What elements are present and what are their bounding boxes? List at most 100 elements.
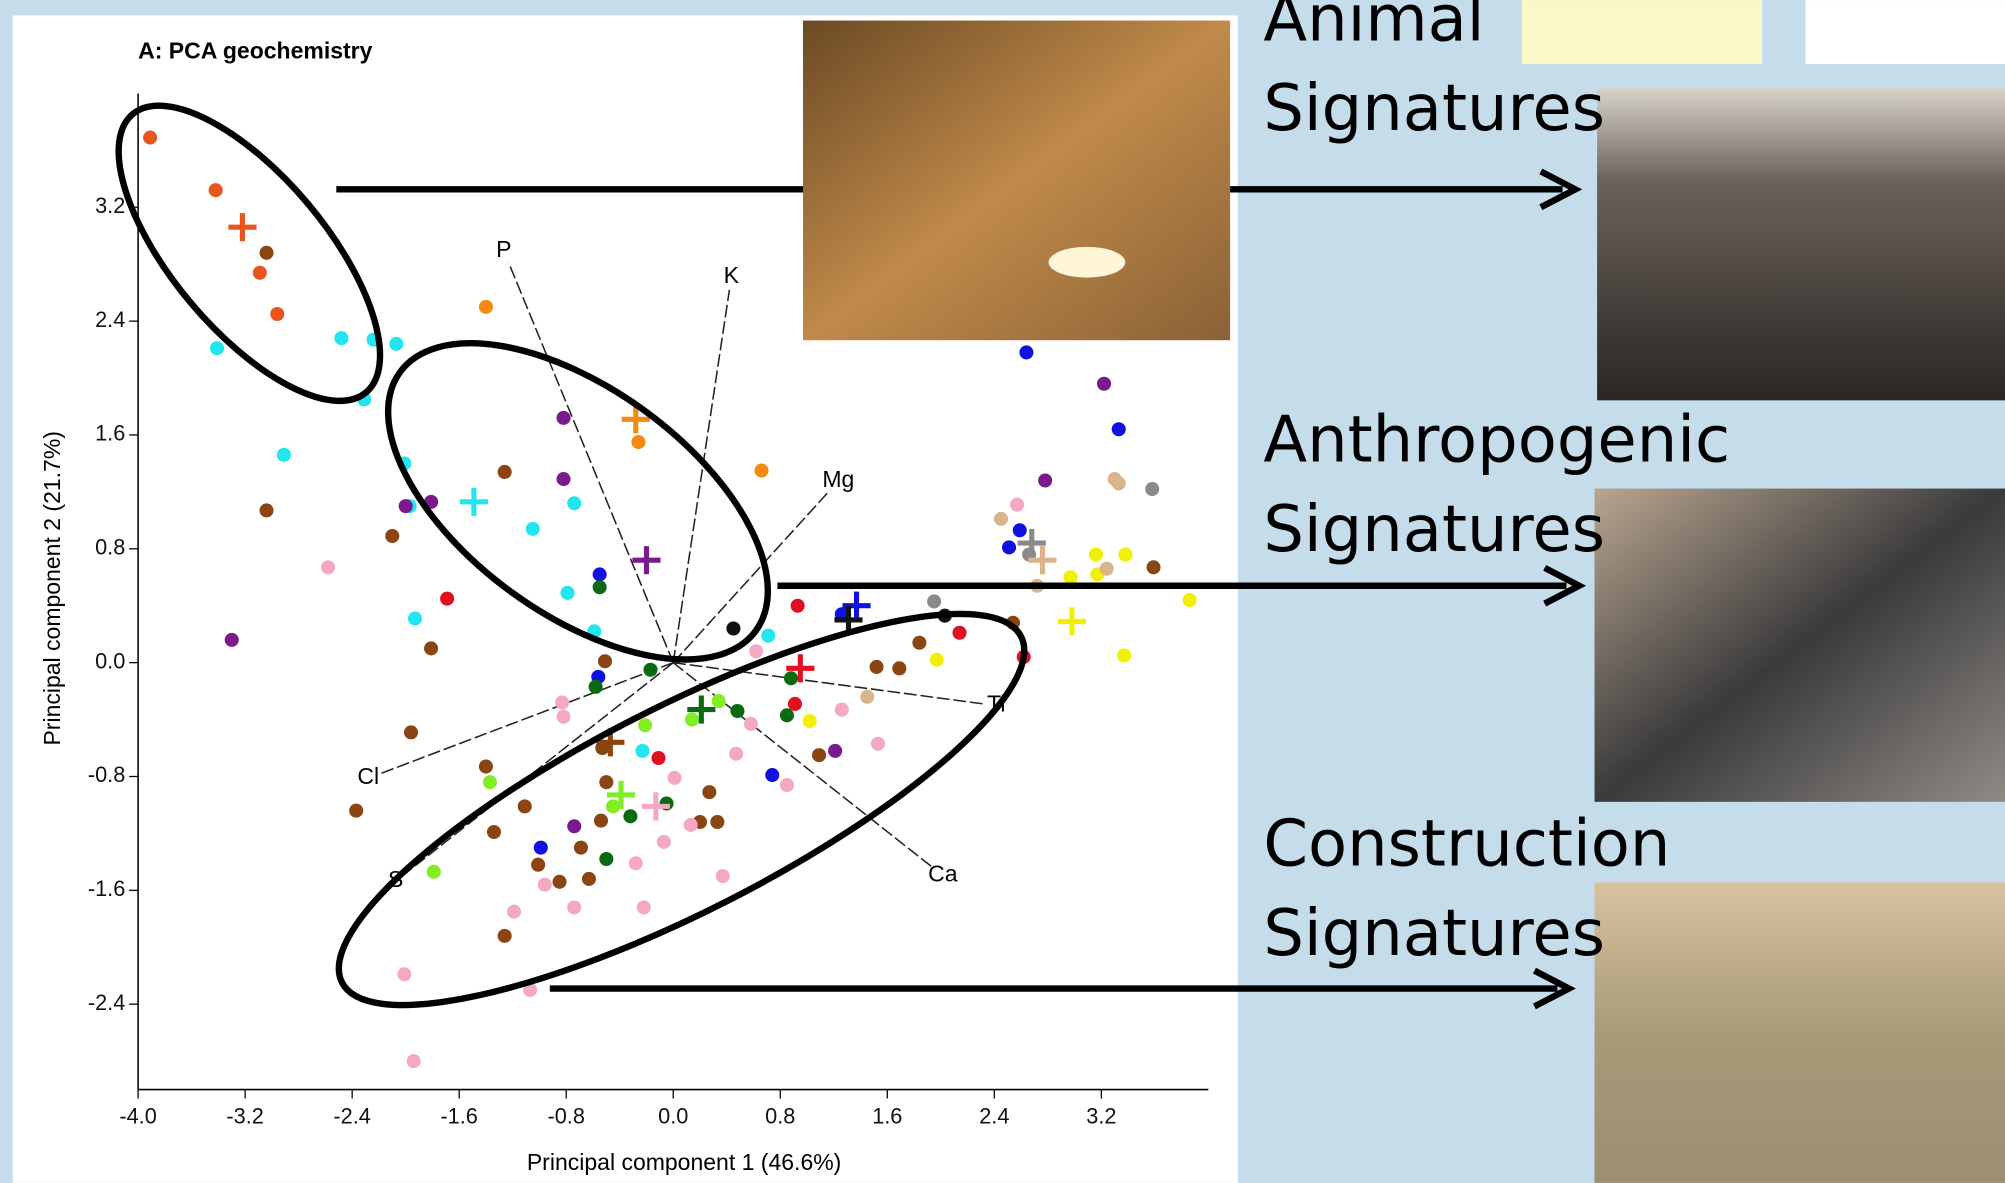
point — [567, 900, 581, 914]
point — [561, 586, 575, 600]
y-tick-label: -1.6 — [88, 876, 125, 901]
point — [556, 710, 570, 724]
point — [1118, 547, 1132, 561]
point — [259, 246, 273, 260]
point — [507, 905, 521, 919]
point — [424, 641, 438, 655]
point — [1002, 540, 1016, 554]
x-tick-label: -4.0 — [119, 1103, 156, 1128]
loading-label: P — [496, 236, 511, 262]
point — [657, 835, 671, 849]
panel-label: Signatures — [1263, 72, 1605, 146]
panel-label: Construction — [1263, 807, 1670, 881]
point — [780, 778, 794, 792]
point — [589, 680, 603, 694]
loading-label: Ca — [928, 861, 958, 887]
point — [574, 841, 588, 855]
point — [593, 567, 607, 581]
point — [1019, 345, 1033, 359]
point — [729, 747, 743, 761]
x-tick-label: 2.4 — [979, 1103, 1009, 1128]
point — [407, 1054, 421, 1068]
point — [643, 663, 657, 677]
point — [712, 694, 726, 708]
point — [389, 337, 403, 351]
point — [427, 865, 441, 879]
point — [209, 183, 223, 197]
point — [1100, 562, 1114, 576]
panel-label: Signatures — [1263, 897, 1605, 971]
panel-label: Anthropogenic — [1263, 403, 1730, 477]
point — [599, 852, 613, 866]
x-tick-label: 1.6 — [872, 1103, 902, 1128]
point — [606, 799, 620, 813]
point — [598, 654, 612, 668]
point — [556, 411, 570, 425]
point — [623, 809, 637, 823]
photo-animal-drawing — [1522, 0, 1762, 64]
point — [349, 804, 363, 818]
y-tick-label: 0.8 — [95, 535, 125, 560]
chart-title: A: PCA geochemistry — [138, 38, 373, 64]
point — [835, 703, 849, 717]
point — [716, 869, 730, 883]
point — [761, 629, 775, 643]
loading-label: K — [724, 262, 740, 288]
point — [754, 464, 768, 478]
point — [1089, 547, 1103, 561]
point — [780, 708, 794, 722]
point — [685, 713, 699, 727]
point — [1117, 649, 1131, 663]
point — [638, 718, 652, 732]
point — [526, 522, 540, 536]
photo-animal-drawing — [1806, 0, 2005, 64]
y-tick-label: 1.6 — [95, 421, 125, 446]
x-axis-label: Principal component 1 (46.6%) — [527, 1149, 842, 1175]
point — [534, 841, 548, 855]
point — [225, 633, 239, 647]
point — [404, 725, 418, 739]
point — [1038, 473, 1052, 487]
loading-label: Mg — [822, 466, 854, 492]
point — [1145, 482, 1159, 496]
photo-goats — [1597, 87, 2005, 400]
x-tick-label: 0.8 — [765, 1103, 795, 1128]
point — [479, 300, 493, 314]
point — [927, 594, 941, 608]
point — [870, 660, 884, 674]
point — [210, 341, 224, 355]
point — [631, 435, 645, 449]
point — [710, 815, 724, 829]
point — [892, 661, 906, 675]
point — [668, 771, 682, 785]
x-tick-label: -1.6 — [440, 1103, 477, 1128]
point — [726, 621, 740, 635]
y-axis-label: Principal component 2 (21.7%) — [39, 431, 65, 746]
point — [629, 856, 643, 870]
point — [487, 825, 501, 839]
point — [828, 744, 842, 758]
point — [334, 331, 348, 345]
y-tick-label: 2.4 — [95, 307, 125, 332]
point — [259, 503, 273, 517]
photo-construction — [1595, 882, 2005, 1182]
point — [1112, 422, 1126, 436]
point — [531, 858, 545, 872]
point — [730, 704, 744, 718]
point — [930, 653, 944, 667]
point — [1146, 560, 1160, 574]
point — [784, 671, 798, 685]
point — [1097, 377, 1111, 391]
point — [791, 599, 805, 613]
point — [567, 819, 581, 833]
point — [498, 929, 512, 943]
y-tick-label: -2.4 — [88, 990, 125, 1015]
point — [1064, 570, 1078, 584]
x-tick-label: -2.4 — [333, 1103, 370, 1128]
point — [765, 768, 779, 782]
point — [635, 744, 649, 758]
point — [749, 644, 763, 658]
point — [994, 512, 1008, 526]
point — [702, 785, 716, 799]
point — [555, 695, 569, 709]
